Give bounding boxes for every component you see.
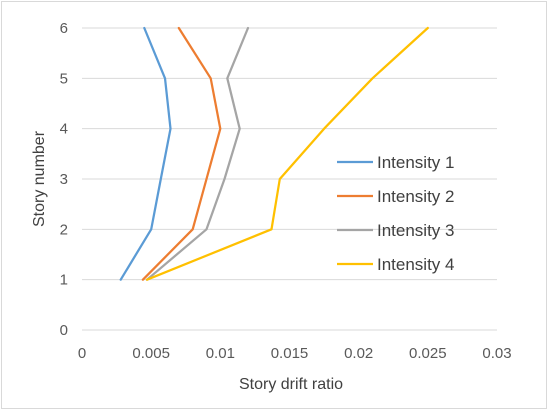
- y-tick-label: 3: [60, 171, 68, 188]
- x-tick-label: 0: [78, 345, 86, 362]
- grid-layer: [82, 27, 497, 331]
- legend-label-intensity-4: Intensity 4: [377, 255, 455, 274]
- series-layer: [119, 26, 429, 281]
- y-tick-label: 4: [60, 121, 68, 138]
- series-line-intensity-1: [119, 26, 172, 281]
- axis-layer: 0 1 2 3 4 5 6 0 0.005 0.01 0.015 0.02 0.025 0.03: [60, 20, 512, 362]
- y-tick-label: 0: [60, 322, 68, 339]
- legend-label-intensity-2: Intensity 2: [377, 187, 455, 206]
- series-line-intensity-2: [141, 26, 222, 281]
- y-tick-label: 2: [60, 221, 68, 238]
- x-tick-label: 0.015: [271, 345, 309, 362]
- x-tick-label: 0.01: [206, 345, 235, 362]
- x-tick-label: 0.005: [132, 345, 170, 362]
- y-tick-label: 5: [60, 70, 68, 87]
- x-axis-title: Story drift ratio: [239, 376, 343, 393]
- y-tick-label: 1: [60, 272, 68, 289]
- x-tick-label: 0.025: [409, 345, 447, 362]
- legend-label-intensity-1: Intensity 1: [377, 153, 455, 172]
- series-line-intensity-4: [145, 26, 429, 281]
- x-tick-label: 0.02: [344, 345, 373, 362]
- x-tick-label: 0.03: [482, 345, 511, 362]
- legend: Intensity 1 Intensity 2 Intensity 3 Intensi…: [337, 153, 455, 274]
- y-tick-label: 6: [60, 20, 68, 37]
- legend-label-intensity-3: Intensity 3: [377, 221, 455, 240]
- y-axis-title: Story number: [31, 130, 48, 227]
- series-line-intensity-3: [145, 26, 250, 281]
